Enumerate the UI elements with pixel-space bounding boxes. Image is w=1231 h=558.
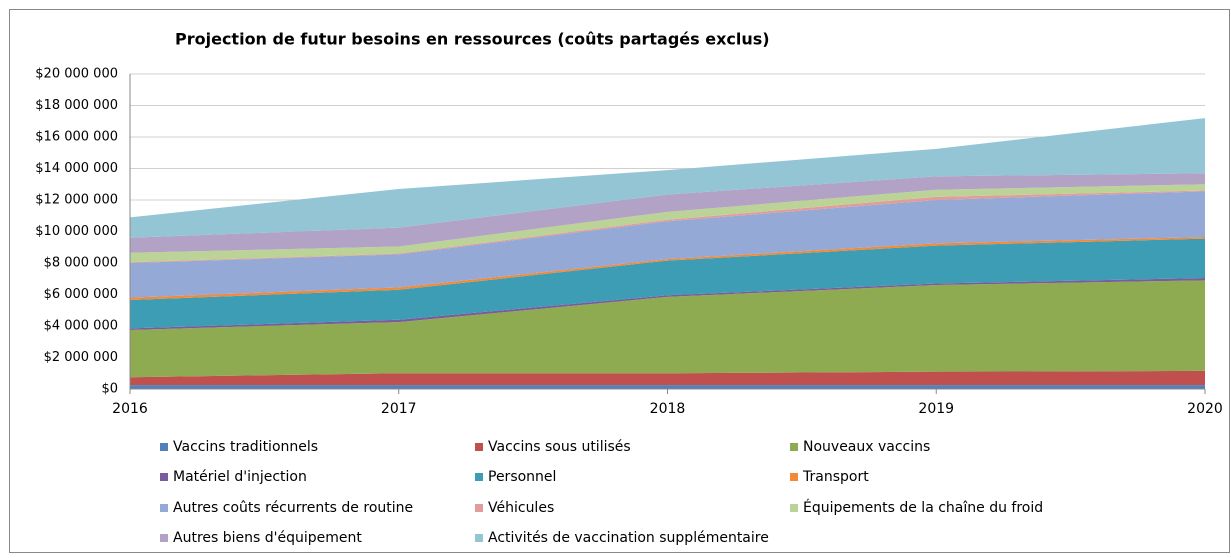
area <box>130 238 1205 329</box>
legend-label: Vaccins traditionnels <box>173 439 318 455</box>
y-tick-label: $10 000 000 <box>35 224 118 239</box>
area <box>130 370 1205 386</box>
y-tick-label: $12 000 000 <box>35 193 118 208</box>
legend-swatch <box>475 534 483 542</box>
y-tick-label: $20 000 000 <box>35 67 118 82</box>
legend-swatch <box>160 534 168 542</box>
y-tick-label: $16 000 000 <box>35 130 118 145</box>
area <box>130 118 1205 238</box>
legend-label: Autres coûts récurrents de routine <box>173 500 413 516</box>
x-tick-label: 2018 <box>650 401 686 417</box>
legend-label: Vaccins sous utilisés <box>488 439 631 455</box>
x-tick-label: 2016 <box>112 401 148 417</box>
y-tick-label: $6 000 000 <box>44 287 118 302</box>
y-tick-label: $0 <box>101 382 118 397</box>
area <box>130 184 1205 263</box>
legend-swatch <box>475 473 483 481</box>
legend-swatch <box>790 504 798 512</box>
legend-label: Véhicules <box>488 500 554 516</box>
legend-label: Matériel d'injection <box>173 469 307 485</box>
legend-swatch <box>160 443 168 451</box>
legend-swatch <box>790 473 798 481</box>
legend-swatch <box>475 504 483 512</box>
legend-swatch <box>160 504 168 512</box>
area <box>130 385 1205 389</box>
y-tick-label: $18 000 000 <box>35 98 118 113</box>
y-tick-label: $8 000 000 <box>44 256 118 271</box>
legend-swatch <box>475 443 483 451</box>
y-tick-label: $2 000 000 <box>44 350 118 365</box>
area <box>130 173 1205 253</box>
legend-label: Autres biens d'équipement <box>173 530 362 546</box>
y-tick-label: $14 000 000 <box>35 161 118 176</box>
area <box>130 191 1205 298</box>
y-tick-label: $4 000 000 <box>44 319 118 334</box>
legend-label: Personnel <box>488 469 556 485</box>
area <box>130 237 1205 301</box>
area <box>130 280 1205 378</box>
x-tick-label: 2017 <box>381 401 417 417</box>
legend-swatch <box>790 443 798 451</box>
legend-label: Activités de vaccination supplémentaire <box>488 530 769 546</box>
legend-label: Transport <box>802 469 869 485</box>
x-tick-label: 2019 <box>918 401 954 417</box>
legend-label: Nouveaux vaccins <box>803 439 930 455</box>
x-tick-label: 2020 <box>1187 401 1223 417</box>
legend-swatch <box>160 473 168 481</box>
legend-label: Équipements de la chaîne du froid <box>803 499 1043 516</box>
chart-title: Projection de futur besoins en ressource… <box>175 30 770 49</box>
